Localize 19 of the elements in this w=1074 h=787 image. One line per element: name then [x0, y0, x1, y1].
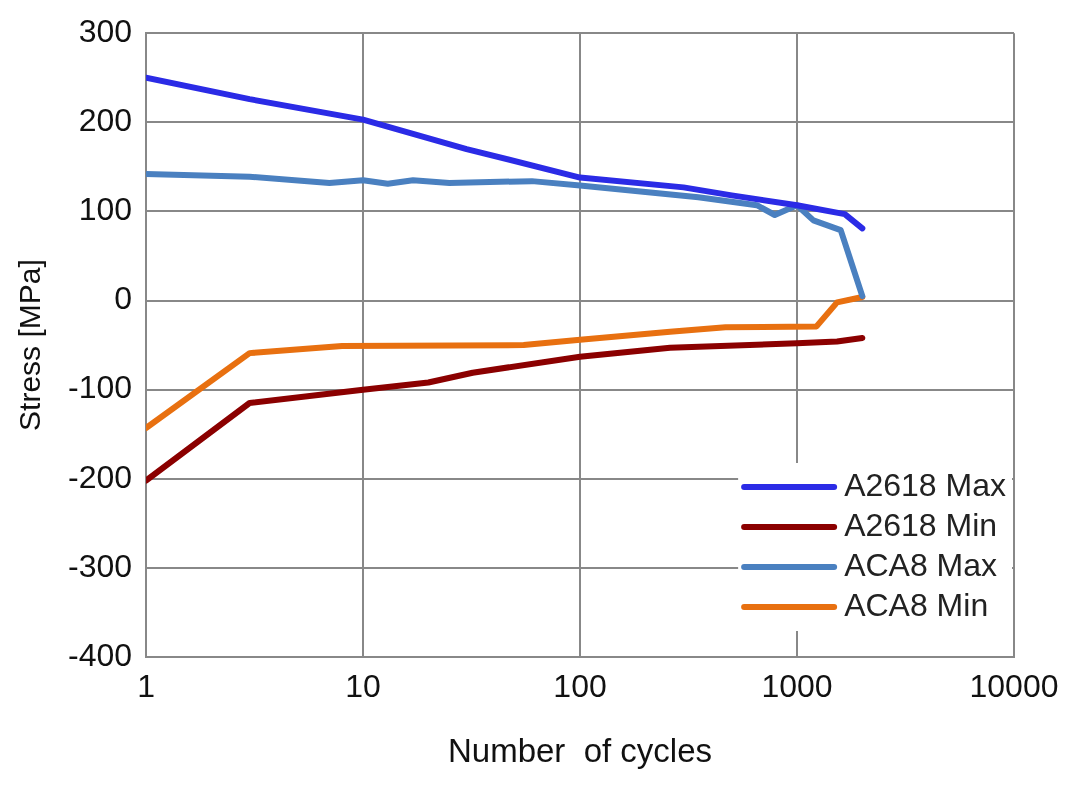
x-tick-label: 1 — [137, 668, 155, 705]
legend-label: A2618 Max — [844, 466, 1006, 503]
y-tick-label: -200 — [68, 458, 133, 495]
x-tick-label: 1000 — [761, 668, 833, 705]
y-tick-label: -100 — [68, 369, 133, 406]
y-axis-title: Stress [MPa] — [13, 259, 47, 431]
legend-label: A2618 Min — [844, 506, 998, 543]
y-tick-label: -300 — [68, 547, 133, 584]
x-tick-label: 10000 — [969, 668, 1059, 705]
y-tick-label: 0 — [114, 280, 133, 317]
legend-label: ACA8 Max — [844, 546, 998, 583]
y-tick-label: -400 — [68, 636, 133, 673]
x-axis-title: Number of cycles — [447, 732, 713, 770]
y-tick-label: 200 — [78, 102, 133, 139]
x-tick-label: 100 — [553, 668, 607, 705]
y-tick-label: 100 — [78, 191, 133, 228]
y-tick-label: 300 — [78, 13, 133, 50]
legend-label: ACA8 Min — [844, 586, 989, 623]
x-tick-label: 10 — [345, 668, 381, 705]
